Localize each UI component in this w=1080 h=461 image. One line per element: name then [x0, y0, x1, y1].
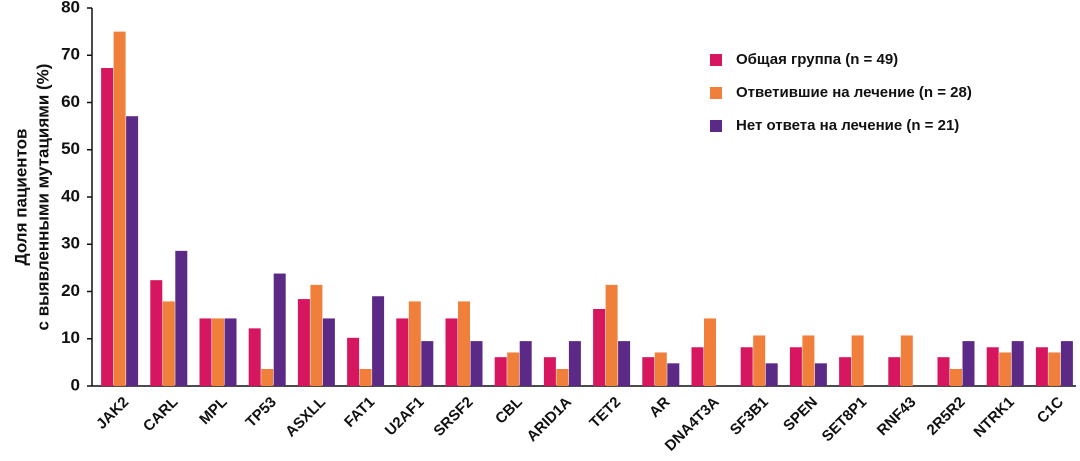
bar — [937, 357, 950, 386]
x-tick-label: MPL — [196, 394, 230, 428]
bar — [962, 341, 975, 386]
bar — [372, 296, 385, 386]
bar — [150, 280, 163, 386]
bar — [113, 31, 126, 386]
y-tick-label: 80 — [61, 0, 80, 16]
x-tick-label: SF3B1 — [727, 394, 772, 439]
x-tick-label: ARID1A — [524, 393, 576, 445]
bar — [888, 357, 901, 386]
x-tick-label: JAK2 — [93, 394, 132, 433]
bar — [753, 335, 766, 386]
x-tick-label: RNF43 — [874, 394, 920, 440]
bar — [507, 352, 520, 386]
y-axis-title: Доля пациентов с выявленными мутациями (… — [11, 64, 52, 331]
bar — [802, 335, 815, 386]
y-axis-title-line: Доля пациентов — [11, 128, 30, 265]
bar — [1048, 352, 1061, 386]
y-axis-title-line: с выявленными мутациями (%) — [33, 64, 52, 331]
bar — [605, 284, 618, 386]
bar — [494, 357, 507, 386]
y-tick-label: 0 — [71, 375, 80, 394]
bar — [789, 347, 802, 386]
x-tick-label: CARL — [140, 394, 181, 435]
bar — [986, 347, 999, 386]
x-tick-label: SET8P1 — [819, 394, 871, 446]
x-tick-label: C1C — [1034, 394, 1067, 427]
bar — [642, 357, 655, 386]
bar — [396, 318, 409, 386]
bar — [470, 341, 483, 386]
bar — [593, 308, 606, 386]
bar — [691, 347, 704, 386]
x-tick-label: FAT1 — [341, 394, 378, 431]
bar — [297, 299, 310, 386]
y-tick-label: 60 — [61, 92, 80, 111]
bar — [408, 301, 421, 386]
y-tick-label: 30 — [61, 234, 80, 253]
bar — [814, 363, 827, 386]
y-tick-label: 20 — [61, 281, 80, 300]
bar — [248, 328, 261, 386]
bar — [199, 318, 212, 386]
legend-label: Ответившие на лечение (n = 28) — [736, 84, 972, 101]
legend-swatch — [710, 54, 722, 66]
legend-swatch — [710, 87, 722, 99]
bar — [543, 357, 556, 386]
legend-label: Нет ответа на лечение (n = 21) — [736, 117, 959, 134]
x-tick-label: NTRK1 — [970, 394, 1017, 441]
bar — [445, 318, 458, 386]
bar — [839, 357, 852, 386]
legend-swatch — [710, 120, 722, 132]
bar — [273, 273, 286, 386]
x-tick-label: DNA4T3A — [662, 394, 723, 455]
bar — [900, 335, 913, 386]
bar — [765, 363, 778, 386]
bar — [654, 352, 667, 386]
x-tick-label: TET2 — [586, 394, 624, 432]
bar — [618, 341, 631, 386]
legend-label: Общая группа (n = 49) — [736, 51, 898, 68]
bar — [458, 301, 470, 386]
x-tick-label: ASXLL — [282, 394, 329, 441]
bar — [322, 318, 335, 386]
bar — [175, 250, 188, 386]
bar — [359, 368, 372, 386]
x-tick-label: SPEN — [780, 394, 821, 435]
bar — [1011, 341, 1024, 386]
bar — [999, 352, 1012, 386]
bar — [568, 341, 581, 386]
bar — [950, 368, 962, 386]
bar — [704, 318, 716, 386]
bar — [162, 301, 175, 386]
bar — [261, 368, 274, 386]
bar — [667, 363, 680, 386]
bar — [1035, 347, 1048, 386]
y-tick-label: 40 — [61, 186, 80, 205]
y-tick-label: 70 — [61, 45, 80, 64]
x-tick-label: U2AF1 — [382, 394, 428, 440]
bar — [556, 368, 569, 386]
bar — [519, 341, 532, 386]
bar — [347, 337, 360, 386]
y-tick-label: 50 — [61, 139, 80, 158]
bar — [421, 341, 434, 386]
bar — [126, 116, 139, 386]
x-tick-label: AR — [646, 394, 673, 421]
bar — [851, 335, 864, 386]
bar — [101, 68, 114, 386]
y-tick-label: 10 — [61, 328, 80, 347]
bar — [1060, 341, 1073, 386]
bar — [224, 318, 237, 386]
x-tick-label: SRSF2 — [430, 394, 476, 440]
bar — [740, 347, 753, 386]
bar — [310, 284, 323, 386]
x-tick-label: CBL — [492, 394, 526, 428]
x-tick-label: TP53 — [242, 394, 279, 431]
bar — [212, 318, 224, 386]
x-tick-label: 2R5R2 — [924, 394, 969, 439]
